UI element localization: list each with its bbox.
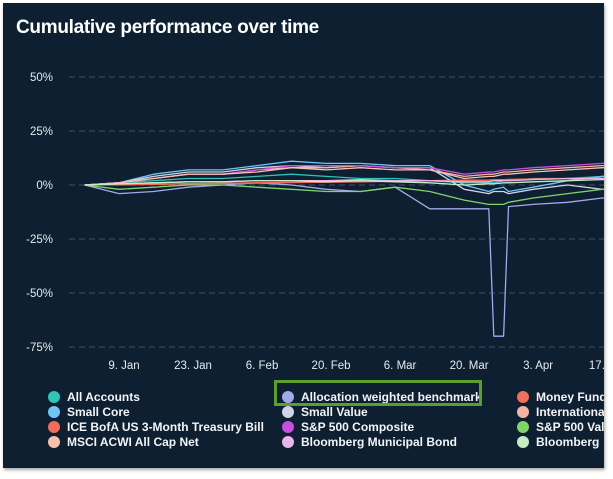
series-line-9[interactable] bbox=[84, 184, 604, 206]
y-tick-label: 25% bbox=[30, 126, 53, 138]
legend-dot-icon bbox=[282, 435, 294, 448]
chart-panel: Cumulative performance over time 50% 25% 0… bbox=[3, 3, 604, 468]
x-tick-label: 20. Feb bbox=[312, 360, 351, 372]
x-tick-label: 3. Apr bbox=[523, 360, 553, 372]
legend-label: All Accounts bbox=[67, 389, 140, 404]
legend-item[interactable]: Bloomberg bbox=[517, 434, 599, 449]
legend-highlight-box bbox=[274, 380, 482, 406]
legend-dot-icon bbox=[282, 390, 294, 403]
legend-label: Money Fund bbox=[536, 389, 604, 404]
legend-item[interactable]: All Accounts bbox=[48, 389, 140, 404]
legend-label: Bloomberg bbox=[536, 434, 600, 449]
legend-item[interactable]: Allocation weighted benchmark bbox=[282, 389, 482, 404]
legend-dot-icon bbox=[48, 405, 60, 418]
x-tick-label: 9. Jan bbox=[108, 360, 139, 372]
y-tick-label: 0% bbox=[36, 180, 53, 192]
y-tick-label: -50% bbox=[26, 288, 53, 300]
legend-label: S&P 500 Value bbox=[536, 419, 604, 434]
legend-label: Allocation weighted benchmark bbox=[301, 389, 482, 404]
series-line-10[interactable] bbox=[84, 167, 604, 186]
x-tick-label: 6. Feb bbox=[246, 360, 279, 372]
legend-dot-icon bbox=[282, 420, 294, 433]
legend-dot-icon bbox=[48, 435, 60, 448]
y-tick-label: -25% bbox=[26, 234, 53, 246]
legend-item[interactable]: ICE BofA US 3-Month Treasury Bill bbox=[48, 419, 264, 434]
legend-item[interactable]: Small Core bbox=[48, 404, 130, 419]
legend-item[interactable]: S&P 500 Value bbox=[517, 419, 604, 434]
legend-dot-icon bbox=[517, 405, 529, 418]
y-tick-label: 50% bbox=[30, 72, 53, 84]
x-tick-label: 23. Jan bbox=[174, 360, 212, 372]
series-line-12[interactable] bbox=[84, 178, 604, 186]
legend-dot-icon bbox=[517, 420, 529, 433]
legend-dot-icon bbox=[282, 405, 294, 418]
legend-item[interactable]: MSCI ACWI All Cap Net bbox=[48, 434, 199, 449]
legend-label: S&P 500 Composite bbox=[301, 419, 415, 434]
legend-label: ICE BofA US 3-Month Treasury Bill bbox=[67, 419, 264, 434]
line-chart: 50% 25% 0% -25% -50% -75% 9. Jan 23. Jan 6. Feb 2… bbox=[26, 72, 604, 372]
legend-label: Small Value bbox=[301, 404, 368, 419]
legend-label: MSCI ACWI All Cap Net bbox=[67, 434, 199, 449]
legend-label: Small Core bbox=[67, 404, 130, 419]
legend-dot-icon bbox=[517, 435, 529, 448]
legend-dot-icon bbox=[48, 420, 60, 433]
chart-title: Cumulative performance over time bbox=[16, 17, 319, 38]
legend-label: International bbox=[536, 404, 604, 419]
legend-label: Bloomberg Municipal Bond bbox=[301, 434, 457, 449]
series-line-2[interactable] bbox=[84, 182, 604, 337]
x-tick-label: 20. Mar bbox=[450, 360, 489, 372]
legend-dot-icon bbox=[517, 390, 529, 403]
legend-item[interactable]: Small Value bbox=[282, 404, 368, 419]
legend-item[interactable]: Money Fund bbox=[517, 389, 604, 404]
x-tick-label: 6. Mar bbox=[384, 360, 417, 372]
legend-item[interactable]: International bbox=[517, 404, 604, 419]
legend-item[interactable]: Bloomberg Municipal Bond bbox=[282, 434, 457, 449]
y-tick-label: -75% bbox=[26, 342, 53, 354]
legend-dot-icon bbox=[48, 390, 60, 403]
series-line-4[interactable] bbox=[84, 160, 604, 193]
legend-item[interactable]: S&P 500 Composite bbox=[282, 419, 414, 434]
x-tick-label: 17. Apr bbox=[589, 360, 604, 372]
